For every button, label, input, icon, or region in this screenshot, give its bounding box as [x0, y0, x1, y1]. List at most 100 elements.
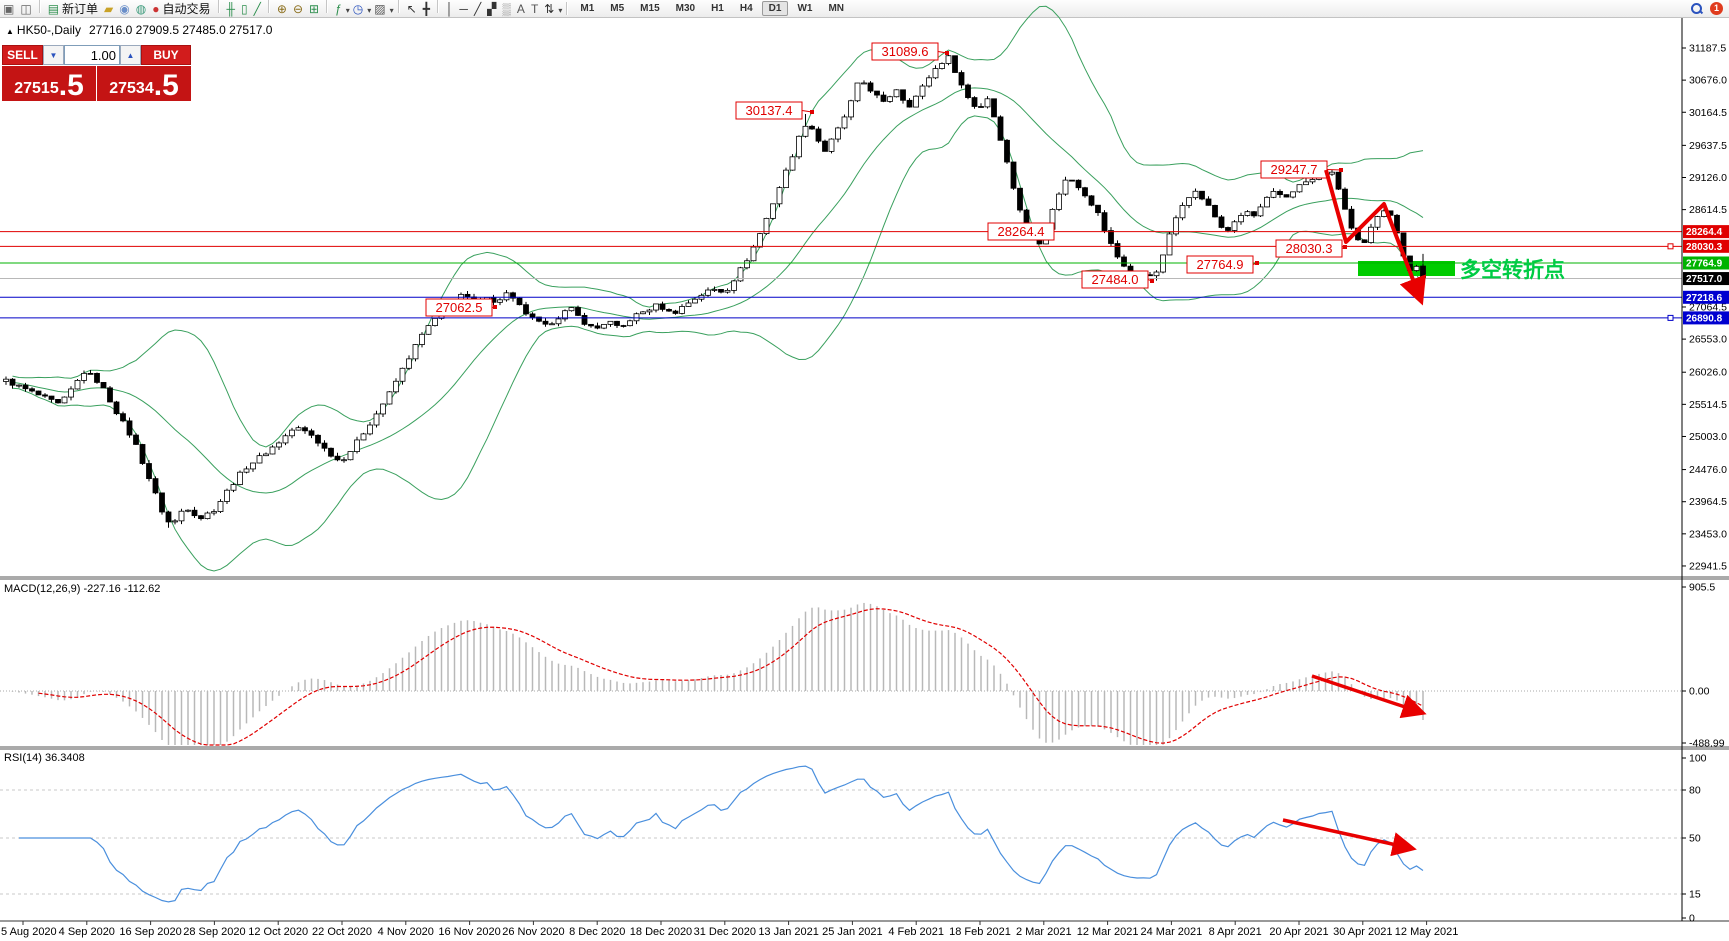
candle-body: [497, 299, 503, 303]
candle-body: [536, 316, 542, 322]
candlestick-icon[interactable]: ▯: [241, 2, 248, 16]
horizontal-line-icon[interactable]: ─: [459, 2, 468, 16]
data-window-icon[interactable]: ◫: [20, 2, 32, 16]
signal-icon[interactable]: ◍: [135, 2, 147, 16]
candle-body: [120, 413, 126, 422]
price-label-text: 30137.4: [746, 103, 793, 118]
arrows-icon-caret[interactable]: ▾: [558, 6, 563, 15]
date-label: 8 Dec 2020: [569, 926, 625, 938]
period-icon-caret[interactable]: ▾: [367, 6, 372, 15]
candle-body: [1303, 181, 1309, 186]
annotation-text[interactable]: 多空转折点: [1460, 258, 1565, 282]
candle-body: [939, 63, 945, 69]
candle-body: [1368, 226, 1374, 243]
candle-body: [789, 156, 796, 171]
candle-body: [640, 311, 646, 315]
template-icon[interactable]: ▨: [374, 2, 386, 16]
timeframe-mn[interactable]: MN: [828, 3, 845, 14]
crosshair-icon[interactable]: ╋: [422, 2, 430, 16]
sell-button[interactable]: SELL: [2, 45, 43, 65]
grid-icon[interactable]: ▒: [502, 2, 511, 16]
price-label-box[interactable]: [987, 222, 1055, 241]
text-icon[interactable]: A: [516, 2, 525, 16]
timeframe-h4[interactable]: H4: [739, 3, 753, 14]
candle-body: [81, 372, 87, 381]
indicators-icon[interactable]: ƒ: [335, 2, 342, 16]
price-label-anchor: [945, 51, 949, 55]
trend-arrow-rsi[interactable]: [1282, 818, 1417, 857]
zoom-in-icon[interactable]: ⊕: [276, 2, 287, 16]
price-label-box[interactable]: [871, 42, 939, 61]
trend-arrow-macd[interactable]: [1311, 674, 1427, 719]
price-label-box[interactable]: [1260, 160, 1328, 179]
timeframe-m30[interactable]: M30: [675, 3, 696, 14]
sell-price[interactable]: 27515.5: [2, 66, 96, 101]
period-icon[interactable]: ◷: [352, 2, 364, 16]
new-order-icon[interactable]: ▤: [47, 2, 60, 16]
candle-body: [464, 293, 471, 298]
candle-body: [55, 399, 61, 404]
candle-body: [1199, 190, 1205, 200]
line-chart-icon[interactable]: ╱: [253, 2, 261, 16]
fibonacci-icon[interactable]: ▞: [487, 2, 497, 16]
timeframe-w1[interactable]: W1: [797, 3, 813, 14]
candle-body: [607, 320, 614, 325]
candle-body: [224, 489, 230, 502]
indicators-icon-caret[interactable]: ▾: [345, 6, 350, 15]
axis-tick-label: 30164.5: [1689, 107, 1727, 119]
vertical-line-icon[interactable]: │: [445, 2, 454, 16]
arrows-icon[interactable]: ⇅: [544, 2, 555, 16]
trend-arrow-main[interactable]: [1324, 169, 1426, 306]
price-label-text: 27764.9: [1197, 257, 1244, 272]
price-label-box[interactable]: [1275, 239, 1343, 258]
autotrade-icon[interactable]: ●: [152, 2, 160, 16]
timeframe-h1[interactable]: H1: [711, 3, 724, 14]
candle-body: [887, 96, 893, 102]
volume-input[interactable]: [64, 45, 120, 65]
price-label-text: 28264.4: [998, 224, 1045, 239]
candle-body: [1231, 221, 1238, 231]
candle-body: [568, 307, 575, 312]
timeframe-m15[interactable]: M15: [640, 3, 660, 14]
search-icon[interactable]: [1691, 3, 1704, 15]
volume-down-button[interactable]: ▼: [43, 45, 64, 65]
level-line-handle[interactable]: [1667, 243, 1674, 250]
price-label-box[interactable]: [1081, 270, 1149, 289]
candle-body: [1283, 194, 1290, 198]
candle-body: [1218, 216, 1225, 228]
buy-price[interactable]: 27534.5: [97, 66, 191, 101]
candle-body: [328, 447, 334, 457]
candle-body: [35, 390, 42, 396]
axis-tick-label: 27064.5: [1689, 301, 1727, 313]
chart-window-icon[interactable]: ▣: [3, 2, 15, 16]
candle-body: [29, 388, 35, 392]
price-label-box[interactable]: [1186, 255, 1254, 274]
highlight-zone-rect[interactable]: [1358, 261, 1455, 276]
timeframe-d1[interactable]: D1: [761, 1, 789, 16]
candle-body: [510, 292, 516, 299]
buy-button[interactable]: BUY: [141, 45, 191, 65]
cursor-icon[interactable]: ↖: [406, 2, 417, 16]
bar-chart-icon[interactable]: ╫: [226, 2, 236, 16]
toolbar-separator: [397, 0, 400, 13]
candle-body: [1296, 184, 1303, 193]
zoom-out-icon[interactable]: ⊖: [292, 2, 303, 16]
timeframe-m5[interactable]: M5: [610, 3, 625, 14]
price-label-box[interactable]: [425, 298, 493, 317]
trendline-icon[interactable]: ╱: [473, 2, 482, 16]
volume-up-button[interactable]: ▲: [120, 45, 141, 65]
collapse-triangle-icon[interactable]: ▲: [6, 27, 14, 36]
level-line-handle[interactable]: [1667, 314, 1674, 321]
sell-price-main: 27515: [14, 80, 59, 97]
text-label-icon[interactable]: T: [530, 2, 539, 16]
symbol-bar: ▲ HK50-,Daily 27716.0 27909.5 27485.0 2751…: [6, 23, 272, 37]
market-watch-icon[interactable]: ◉: [119, 2, 130, 16]
price-label-box[interactable]: [735, 101, 803, 120]
notification-badge[interactable]: 1: [1710, 2, 1723, 15]
candle-body: [276, 442, 282, 448]
timeframe-m1[interactable]: M1: [580, 3, 595, 14]
tile-windows-icon[interactable]: ⊞: [309, 2, 320, 16]
quotes-icon[interactable]: ▰: [104, 2, 114, 16]
template-icon-caret[interactable]: ▾: [389, 6, 394, 15]
